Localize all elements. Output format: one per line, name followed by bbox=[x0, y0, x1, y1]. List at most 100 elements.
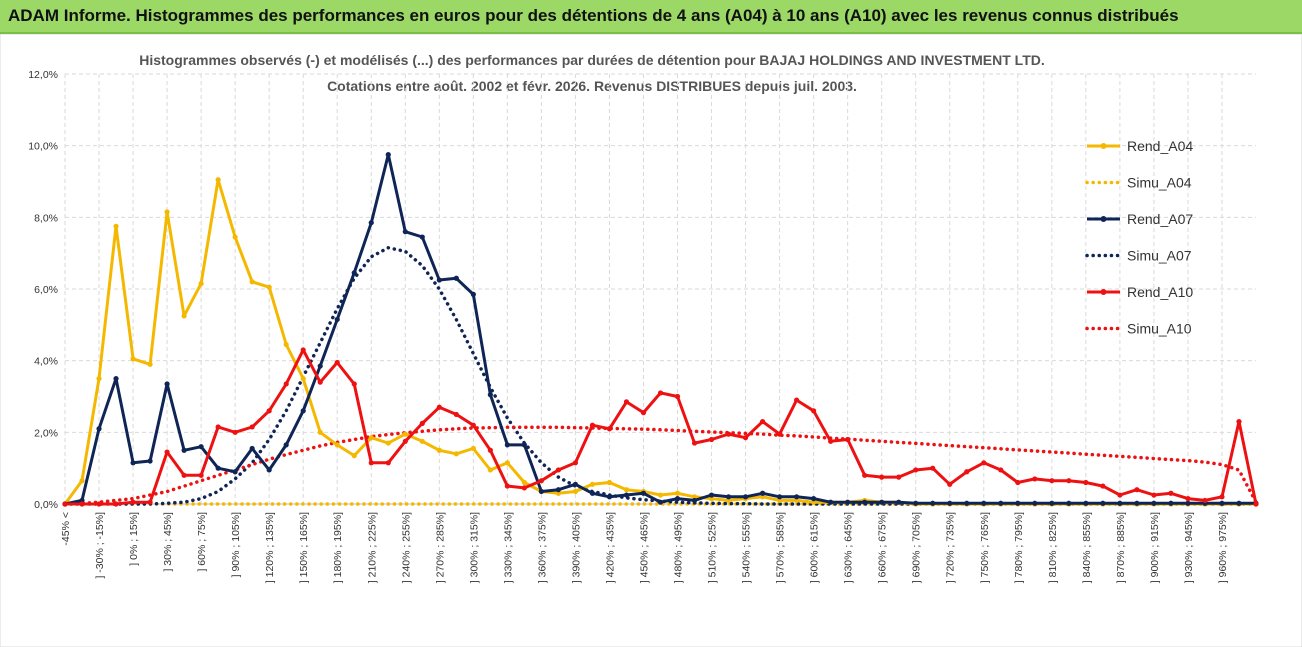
data-point-rend_a04 bbox=[79, 478, 85, 484]
data-point-rend_a04 bbox=[334, 442, 340, 448]
data-point-rend_a07 bbox=[657, 499, 664, 505]
y-tick-label: 2,0% bbox=[34, 427, 58, 439]
data-point-rend_a10 bbox=[1015, 479, 1021, 486]
data-point-rend_a10 bbox=[777, 431, 783, 437]
data-point-rend_a04 bbox=[777, 497, 783, 504]
data-point-rend_a10 bbox=[845, 436, 851, 443]
series-line-simu_a07 bbox=[63, 246, 1258, 506]
data-point-rend_a07 bbox=[147, 458, 153, 464]
y-tick-label: 0,0% bbox=[34, 499, 58, 511]
data-point-rend_a10 bbox=[538, 478, 545, 484]
data-point-rend_a07 bbox=[913, 500, 919, 506]
data-point-rend_a04 bbox=[266, 284, 272, 290]
x-tick-label: ] 420% ; 435%] bbox=[604, 512, 616, 583]
data-point-rend_a07 bbox=[130, 460, 136, 466]
y-tick-label: 10,0% bbox=[28, 141, 58, 153]
data-point-rend_a04 bbox=[504, 460, 510, 466]
data-point-rend_a04 bbox=[232, 234, 238, 240]
data-point-rend_a10 bbox=[62, 501, 68, 507]
data-point-rend_a04 bbox=[589, 481, 596, 487]
data-point-rend_a10 bbox=[181, 472, 187, 478]
x-tick-label: ] 750% ; 765%] bbox=[979, 512, 991, 583]
data-point-rend_a04 bbox=[164, 209, 170, 215]
data-point-rend_a10 bbox=[453, 411, 459, 418]
data-point-rend_a04 bbox=[368, 435, 374, 441]
data-point-rend_a07 bbox=[351, 270, 357, 276]
data-point-rend_a10 bbox=[300, 347, 306, 353]
data-point-rend_a07 bbox=[998, 500, 1004, 506]
data-point-rend_a10 bbox=[113, 501, 119, 507]
data-point-rend_a10 bbox=[351, 381, 357, 387]
data-point-rend_a04 bbox=[436, 447, 442, 453]
data-point-rend_a10 bbox=[1219, 494, 1225, 500]
data-point-rend_a07 bbox=[487, 392, 493, 398]
data-point-rend_a04 bbox=[283, 341, 289, 348]
data-point-rend_a07 bbox=[777, 494, 783, 500]
data-point-rend_a07 bbox=[862, 499, 868, 505]
data-point-rend_a07 bbox=[266, 467, 272, 473]
x-tick-label: ] 90% ; 105%] bbox=[230, 512, 242, 577]
x-tick-label: ] 480% ; 495%] bbox=[673, 512, 685, 583]
data-point-rend_a07 bbox=[1100, 500, 1106, 506]
x-tick-label: ] 30% ; 45%] bbox=[162, 512, 174, 572]
data-point-rend_a07 bbox=[232, 469, 238, 475]
data-point-rend_a07 bbox=[402, 229, 408, 235]
data-point-rend_a10 bbox=[487, 447, 493, 453]
x-tick-label: ] 240% ; 255%] bbox=[400, 512, 412, 583]
data-point-rend_a10 bbox=[504, 483, 510, 489]
data-point-rend_a04 bbox=[470, 445, 476, 452]
data-point-rend_a07 bbox=[828, 499, 834, 505]
data-point-rend_a10 bbox=[606, 426, 613, 432]
data-point-rend_a10 bbox=[1253, 501, 1259, 507]
x-tick-label: ] 780% ; 795%] bbox=[1013, 512, 1025, 583]
x-tick-label: ] 900% ; 915%] bbox=[1149, 512, 1161, 583]
y-tick-label: 8,0% bbox=[34, 212, 58, 224]
data-point-rend_a07 bbox=[691, 497, 698, 504]
data-point-rend_a04 bbox=[198, 281, 204, 287]
chart-title-line-1: Histogrammes observés (-) et modélisés (… bbox=[139, 52, 1045, 68]
x-tick-label: -45% < bbox=[60, 512, 72, 546]
data-point-rend_a10 bbox=[1066, 478, 1072, 484]
data-point-rend_a04 bbox=[96, 375, 102, 382]
data-point-rend_a07 bbox=[198, 444, 204, 450]
legend-label-simu_a07: Simu_A07 bbox=[1127, 248, 1192, 264]
data-point-rend_a07 bbox=[385, 152, 391, 158]
x-tick-label: ] 960% ; 975%] bbox=[1217, 512, 1229, 583]
x-tick-label: ] 720% ; 735%] bbox=[945, 512, 957, 583]
data-point-rend_a07 bbox=[164, 381, 170, 387]
data-point-rend_a04 bbox=[130, 356, 136, 362]
x-tick-label: ] 660% ; 675%] bbox=[877, 512, 889, 583]
data-point-rend_a04 bbox=[215, 177, 221, 183]
x-tick-label: ] 450% ; 465%] bbox=[638, 512, 650, 583]
data-point-rend_a07 bbox=[742, 494, 749, 500]
data-point-rend_a10 bbox=[930, 465, 936, 471]
data-point-rend_a04 bbox=[691, 494, 698, 500]
x-tick-label: ] 600% ; 615%] bbox=[809, 512, 821, 583]
data-point-rend_a07 bbox=[640, 490, 647, 496]
data-point-rend_a04 bbox=[419, 438, 425, 444]
legend-marker bbox=[1100, 143, 1107, 149]
data-point-rend_a10 bbox=[879, 474, 885, 480]
histogram-chart: Histogrammes observés (-) et modélisés (… bbox=[0, 34, 1302, 647]
data-point-rend_a10 bbox=[402, 438, 408, 444]
x-tick-label: ] 690% ; 705%] bbox=[911, 512, 923, 583]
data-point-rend_a04 bbox=[674, 490, 681, 496]
data-point-rend_a07 bbox=[317, 363, 323, 369]
data-point-rend_a10 bbox=[1236, 418, 1242, 425]
data-point-rend_a07 bbox=[708, 492, 715, 498]
data-point-rend_a10 bbox=[1083, 479, 1089, 486]
data-point-rend_a04 bbox=[113, 223, 119, 229]
data-point-rend_a10 bbox=[419, 420, 425, 426]
x-tick-label: ] 810% ; 825%] bbox=[1047, 512, 1059, 583]
data-point-rend_a04 bbox=[487, 467, 493, 473]
report-title: ADAM Informe. Histogrammes des performan… bbox=[8, 6, 1179, 25]
data-point-rend_a10 bbox=[1049, 478, 1055, 484]
data-point-rend_a04 bbox=[300, 375, 306, 382]
x-tick-label: ] 540% ; 555%] bbox=[741, 512, 753, 583]
data-point-rend_a07 bbox=[1083, 500, 1089, 506]
data-point-rend_a07 bbox=[504, 442, 510, 448]
data-point-rend_a04 bbox=[521, 479, 527, 486]
data-point-rend_a10 bbox=[317, 379, 323, 385]
data-point-rend_a07 bbox=[674, 496, 681, 502]
data-point-rend_a10 bbox=[913, 467, 919, 473]
